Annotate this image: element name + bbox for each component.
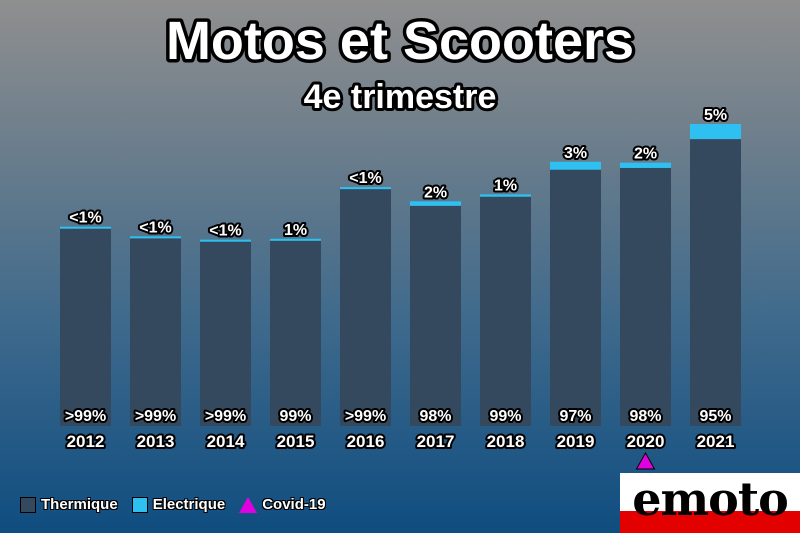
x-tick-2013: 2013 [137,432,175,451]
emoto-logo[interactable]: emoto [620,473,800,533]
label-thermique-2013: >99% [135,408,176,425]
x-tick-2018: 2018 [487,432,525,451]
label-thermique-2016: >99% [345,408,386,425]
bar-electrique-2018 [480,194,531,197]
label-electrique-2020: 2% [634,146,657,163]
label-electrique-2013: <1% [139,219,171,236]
x-tick-2020: 2020 [627,432,665,451]
x-tick-2021: 2021 [697,432,735,451]
bar-thermique-2012 [60,228,111,426]
label-electrique-2018: 1% [494,177,517,194]
label-electrique-2017: 2% [424,184,447,201]
bar-electrique-2012 [60,226,111,229]
label-electrique-2021: 5% [704,107,727,124]
legend: Thermique Electrique Covid-19 [20,496,326,513]
bar-electrique-2019 [550,161,601,170]
covid-triangle-icon [239,496,258,513]
label-electrique-2014: <1% [209,223,241,240]
x-tick-2016: 2016 [347,432,385,451]
label-thermique-2014: >99% [205,408,246,425]
bar-thermique-2020 [620,167,671,426]
x-tick-2019: 2019 [557,432,595,451]
legend-label-covid: Covid-19 [262,496,326,513]
bar-electrique-2017 [410,201,461,206]
bar-electrique-2016 [340,187,391,190]
label-thermique-2017: 98% [419,408,451,425]
legend-label-thermique: Thermique [41,496,118,513]
label-thermique-2015: 99% [279,408,311,425]
legend-item-electrique: Electrique [131,496,226,513]
chart-title: Motos et Scooters [166,11,634,71]
label-thermique-2018: 99% [489,408,521,425]
x-tick-2017: 2017 [417,432,455,451]
bar-thermique-2018 [480,196,531,426]
bar-electrique-2021 [690,124,741,140]
legend-swatch-electrique [131,496,148,513]
logo-red-band [620,511,800,533]
bars-group [60,124,741,427]
label-electrique-2015: 1% [284,222,307,239]
bar-thermique-2015 [270,240,321,426]
x-tick-2014: 2014 [207,432,245,451]
bar-thermique-2019 [550,169,601,427]
x-tick-2015: 2015 [277,432,315,451]
bar-thermique-2014 [200,241,251,426]
label-electrique-2019: 3% [564,145,587,162]
bar-thermique-2013 [130,238,181,426]
bar-thermique-2017 [410,205,461,426]
legend-label-electrique: Electrique [152,496,226,513]
legend-item-covid: Covid-19 [239,496,326,513]
label-thermique-2012: >99% [65,408,106,425]
bar-electrique-2013 [130,236,181,239]
label-electrique-2016: <1% [349,170,381,187]
legend-item-thermique: Thermique [20,496,118,513]
bar-electrique-2014 [200,239,251,242]
label-thermique-2021: 95% [699,408,731,425]
chart-subtitle: 4e trimestre [304,78,497,116]
covid-marker-2020 [635,451,656,470]
bar-thermique-2016 [340,189,391,426]
logo-text: emoto [632,473,789,526]
bar-electrique-2020 [620,162,671,168]
label-thermique-2019: 97% [559,408,591,425]
legend-swatch-thermique [20,496,36,513]
labels-group: <1% >99% 2012 <1% >99% 2013 <1% >99% 2014 1% 99% 20… [63,105,736,470]
label-thermique-2020: 98% [629,408,661,425]
x-tick-2012: 2012 [67,432,105,451]
label-electrique-2012: <1% [69,210,101,227]
bar-thermique-2021 [690,139,741,426]
bar-electrique-2015 [270,238,321,241]
